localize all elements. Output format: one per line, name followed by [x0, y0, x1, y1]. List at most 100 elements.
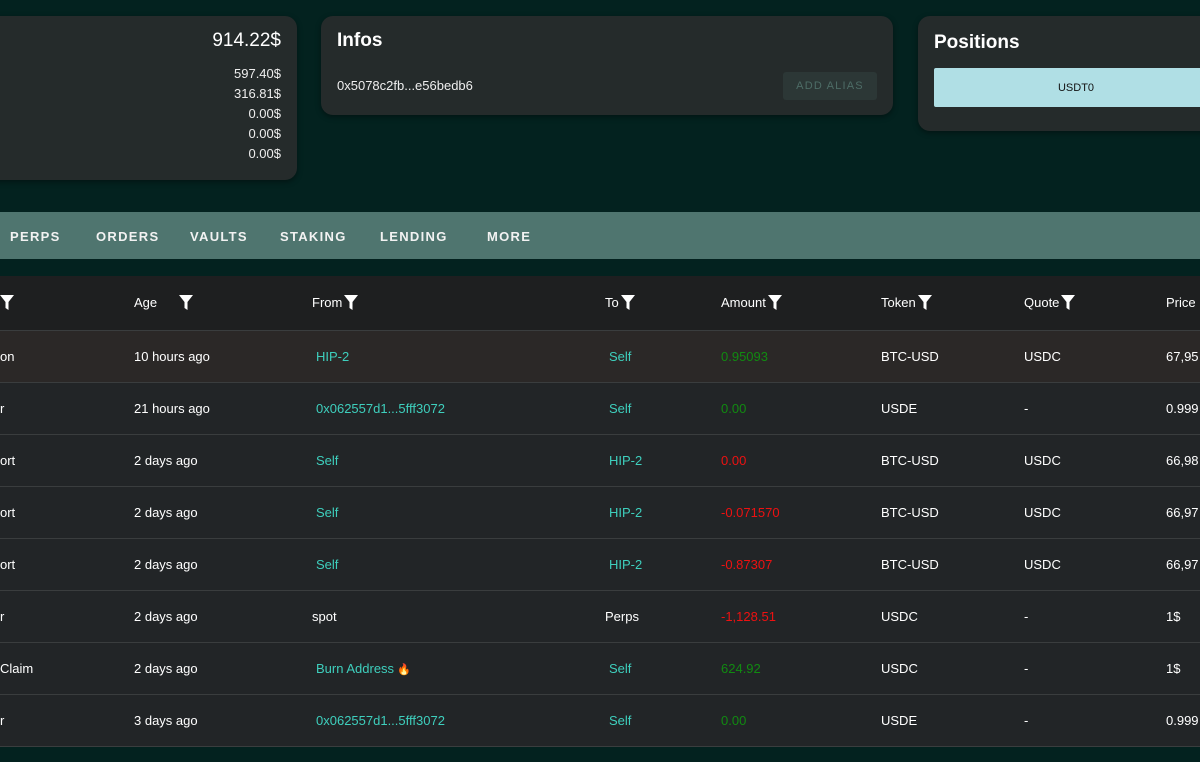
cell-type: on	[0, 349, 14, 364]
cell-token: BTC-USD	[881, 349, 939, 364]
cell-text: ort	[0, 557, 16, 572]
cell-quote: USDC	[1024, 349, 1061, 364]
filter-icon[interactable]	[0, 295, 14, 310]
cell-amount: 624.92	[721, 661, 761, 676]
cell-age: 2 days ago	[134, 505, 198, 520]
table-row[interactable]: ort 2 days ago Self HIP-2 -0.071570 BTC-USD US…	[0, 487, 1200, 539]
cell-token: USDE	[881, 401, 917, 416]
cell-text: -0.87307	[721, 557, 773, 572]
cell-price: 66,97	[1166, 557, 1199, 572]
filter-icon[interactable]	[344, 295, 359, 310]
cell-from[interactable]: Self	[316, 557, 338, 572]
cell-from[interactable]: Self	[316, 505, 338, 520]
filter-icon[interactable]	[917, 295, 932, 310]
cell-to[interactable]: Self	[609, 401, 631, 416]
tab-staking[interactable]: STAKING	[280, 229, 347, 244]
table-row[interactable]: Claim 2 days ago Burn Address 🔥 Self 624.92 U…	[0, 643, 1200, 695]
column-header: Amount	[721, 295, 782, 310]
cell-quote: -	[1024, 661, 1028, 676]
tab-vaults[interactable]: VAULTS	[190, 229, 248, 244]
cell-to[interactable]: HIP-2	[609, 453, 642, 468]
column-header: Age	[134, 295, 194, 310]
cell-age: 21 hours ago	[134, 401, 210, 416]
balance-card: 914.22$ 597.40$ 316.81$ 0.00$ 0.00$ 0.00…	[0, 16, 297, 180]
table-row[interactable]: r 3 days ago 0x062557d1...5fff3072 Self 0.00…	[0, 695, 1200, 747]
tab-lending[interactable]: LENDING	[380, 229, 448, 244]
cell-from[interactable]: Self	[316, 453, 338, 468]
column-header-label: Quote	[1024, 295, 1060, 310]
cell-from[interactable]: HIP-2	[316, 349, 349, 364]
table-row[interactable]: on 10 hours ago HIP-2 Self 0.95093 BTC-USD USD…	[0, 331, 1200, 383]
cell-text: USDC	[881, 661, 918, 676]
cell-to[interactable]: HIP-2	[609, 557, 642, 572]
cell-text: 3 days ago	[134, 713, 198, 728]
wallet-address[interactable]: 0x5078c2fb...e56bedb6	[337, 78, 473, 93]
cell-text: 1$	[1166, 609, 1181, 624]
table-row[interactable]: r 21 hours ago 0x062557d1...5fff3072 Self 0.…	[0, 383, 1200, 435]
cell-text: USDC	[1024, 505, 1061, 520]
cell-text: Self	[316, 505, 339, 520]
filter-icon[interactable]	[767, 295, 782, 310]
cell-from[interactable]: Burn Address 🔥	[316, 661, 411, 676]
tab-orders[interactable]: ORDERS	[96, 229, 160, 244]
cell-text: 0.95093	[721, 349, 768, 364]
filter-icon[interactable]	[620, 295, 635, 310]
cell-text: HIP-2	[609, 505, 643, 520]
cell-amount: -0.87307	[721, 557, 772, 572]
cell-text: r	[0, 609, 5, 624]
cell-text: USDC	[881, 609, 918, 624]
cell-age: 10 hours ago	[134, 349, 210, 364]
table-row[interactable]: ort 2 days ago Self HIP-2 -0.87307 BTC-USD USD…	[0, 539, 1200, 591]
cell-age: 2 days ago	[134, 453, 198, 468]
add-alias-button[interactable]: ADD ALIAS	[783, 72, 877, 100]
cell-quote: -	[1024, 713, 1028, 728]
cell-text: -	[1024, 609, 1029, 624]
cell-to[interactable]: HIP-2	[609, 505, 642, 520]
cell-type: ort	[0, 453, 15, 468]
cell-quote: USDC	[1024, 505, 1061, 520]
cell-text: 2 days ago	[134, 661, 198, 676]
column-header-label: Token	[881, 295, 916, 310]
cell-text: BTC-USD	[881, 505, 939, 520]
table-row[interactable]: r 2 days ago spot Perps -1,128.51 USDC - 1$	[0, 591, 1200, 643]
tab-bar: PERPS ORDERS VAULTS STAKING LENDING MORE	[0, 212, 1200, 259]
column-header-label: Age	[134, 295, 158, 310]
positions-card: Positions USDT0	[918, 16, 1200, 131]
cell-to[interactable]: Self	[609, 349, 631, 364]
cell-text: USDC	[1024, 453, 1061, 468]
column-header: To	[605, 295, 635, 310]
cell-text: 66,97	[1166, 557, 1199, 572]
cell-from[interactable]: 0x062557d1...5fff3072	[316, 401, 445, 416]
column-header-label: Price	[1166, 295, 1196, 310]
column-header	[0, 295, 14, 310]
filter-icon[interactable]	[1061, 295, 1076, 310]
cell-text: ort	[0, 505, 16, 520]
cell-text: -	[1024, 713, 1029, 728]
cell-to[interactable]: Self	[609, 713, 631, 728]
column-header: Token	[881, 295, 932, 310]
transactions-table: Age From To Amount Token Quote Price on 10 hour…	[0, 276, 1200, 747]
positions-title: Positions	[934, 32, 1020, 53]
tab-more[interactable]: MORE	[487, 229, 532, 244]
position-chip[interactable]: USDT0	[934, 68, 1200, 107]
table-row[interactable]: ort 2 days ago Self HIP-2 0.00 BTC-USD USDC 66,…	[0, 435, 1200, 487]
cell-text: HIP-2	[316, 349, 350, 364]
column-header-label: From	[312, 295, 343, 310]
cell-price: 66,97	[1166, 505, 1199, 520]
infos-title: Infos	[337, 30, 383, 51]
balance-item: 597.40$	[234, 66, 281, 81]
tab-perps[interactable]: PERPS	[10, 229, 61, 244]
cell-text: USDE	[881, 713, 918, 728]
filter-icon[interactable]	[179, 295, 194, 310]
balance-item: 0.00$	[248, 126, 281, 141]
cell-type: ort	[0, 557, 15, 572]
cell-to[interactable]: Self	[609, 661, 631, 676]
column-header: From	[312, 295, 359, 310]
cell-text: Self	[316, 557, 339, 572]
cell-text: Self	[609, 401, 632, 416]
cell-text: USDC	[1024, 557, 1061, 572]
cell-text: 0.00	[721, 401, 747, 416]
cell-from[interactable]: 0x062557d1...5fff3072	[316, 713, 445, 728]
cell-from: spot	[312, 609, 337, 624]
cell-text: 67,95	[1166, 349, 1199, 364]
